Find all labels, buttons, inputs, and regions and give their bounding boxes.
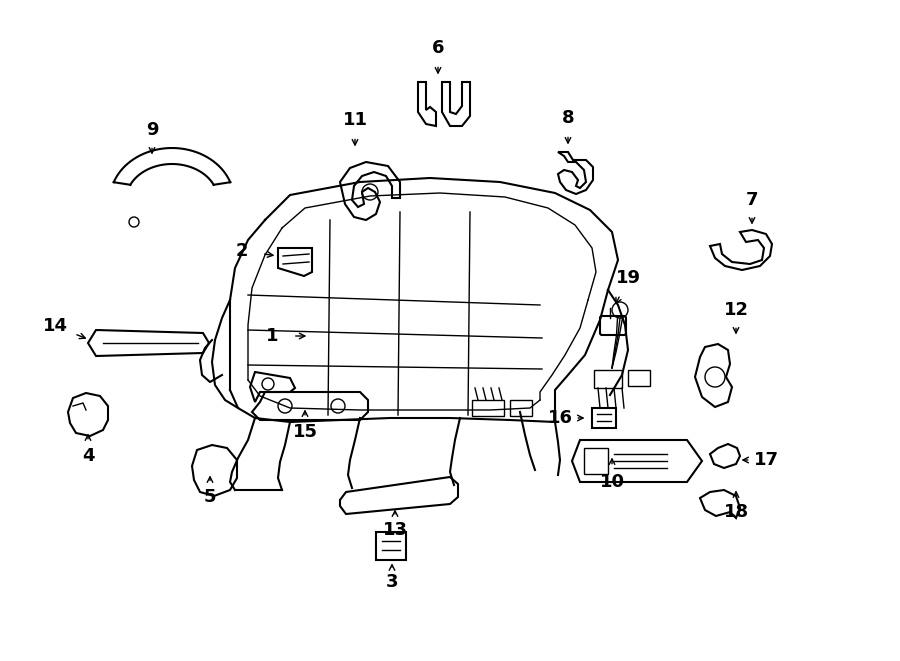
Text: 14: 14: [42, 317, 68, 335]
Text: 11: 11: [343, 111, 367, 129]
Text: 16: 16: [547, 409, 572, 427]
Text: 5: 5: [203, 488, 216, 506]
Text: 8: 8: [562, 109, 574, 127]
Text: 17: 17: [753, 451, 778, 469]
Text: 3: 3: [386, 573, 398, 591]
Text: 18: 18: [724, 503, 749, 521]
Text: 19: 19: [616, 269, 641, 287]
Text: 10: 10: [599, 473, 625, 491]
Text: 4: 4: [82, 447, 94, 465]
Text: 1: 1: [266, 327, 278, 345]
Text: 12: 12: [724, 301, 749, 319]
Text: 9: 9: [146, 121, 158, 139]
Text: 6: 6: [432, 39, 445, 57]
Text: 15: 15: [292, 423, 318, 441]
Text: 7: 7: [746, 191, 758, 209]
Text: 13: 13: [382, 521, 408, 539]
Text: 2: 2: [236, 242, 248, 260]
